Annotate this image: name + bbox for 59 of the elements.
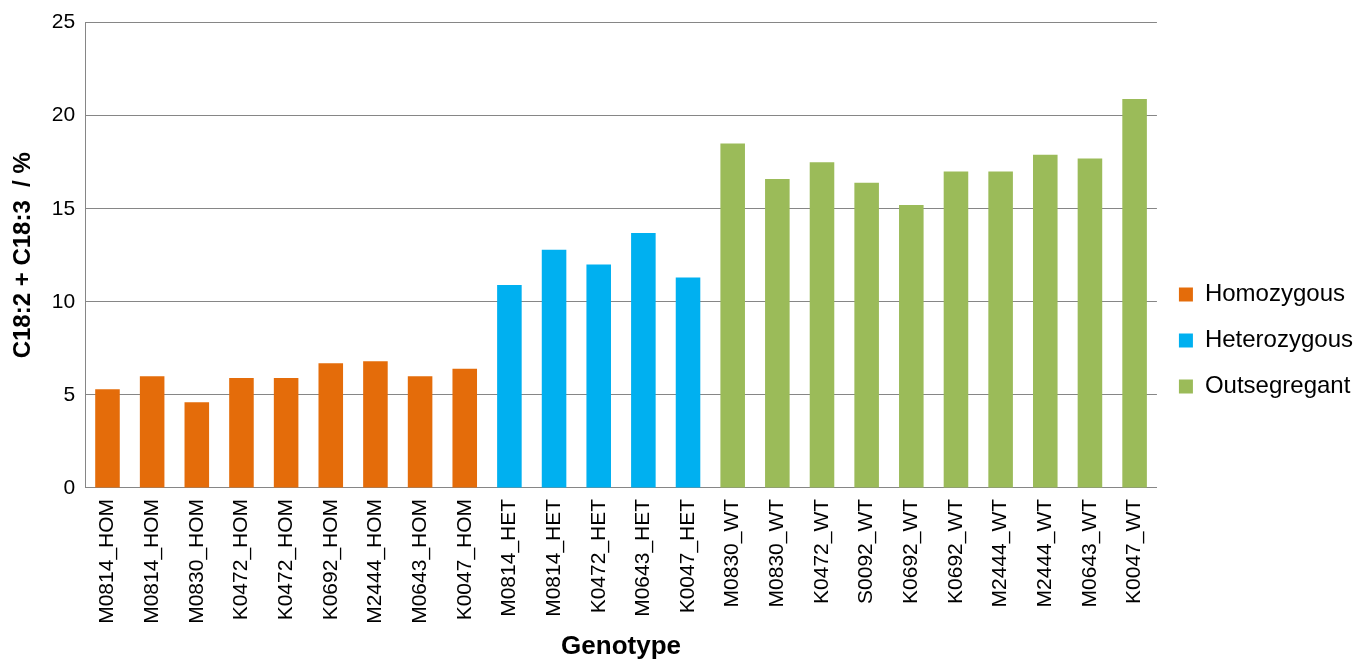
y-tick-label: 15	[51, 195, 76, 219]
x-tick-label: K0472_HOM	[228, 498, 253, 621]
x-tick-label: K0692_WT	[942, 498, 967, 604]
bar	[988, 171, 1013, 488]
x-tick-label: K0692_WT	[898, 498, 923, 604]
bar	[1122, 98, 1147, 488]
x-tick-label: M0830_HOM	[183, 498, 208, 624]
bar	[139, 376, 165, 488]
bar	[1033, 154, 1058, 488]
bar	[541, 249, 567, 488]
bar	[943, 171, 969, 488]
bar	[184, 402, 210, 488]
y-axis-title: C18:2 + C18:3 / %	[8, 152, 36, 359]
x-tick-label: M0830_WT	[764, 498, 789, 608]
x-tick-label: M2444_WT	[1032, 498, 1057, 608]
x-tick-label: K0472_WT	[808, 498, 833, 604]
y-tick-label: 25	[51, 9, 76, 33]
bar	[363, 361, 388, 488]
x-tick-label: M0814_HOM	[94, 498, 119, 624]
bar	[675, 277, 701, 488]
bar	[631, 232, 656, 488]
x-tick-label: M0643_WT	[1076, 498, 1101, 608]
legend-label: Homozygous	[1204, 279, 1345, 307]
x-tick-label: K0692_HOM	[317, 498, 342, 621]
x-tick-label: K0047_HOM	[451, 498, 476, 621]
x-tick-label: M0814_HET	[496, 498, 521, 617]
legend-label: Heterozygous	[1204, 325, 1353, 353]
bar	[854, 182, 879, 488]
bar	[899, 205, 924, 488]
bar	[318, 363, 344, 488]
bar	[452, 368, 478, 488]
bar	[273, 378, 299, 488]
bar	[809, 162, 835, 488]
y-tick-label: 0	[63, 474, 76, 498]
bar	[1077, 158, 1103, 488]
bar	[95, 389, 120, 488]
x-tick-label: K0472_HET	[585, 498, 610, 614]
x-tick-label: M0814_HOM	[138, 498, 163, 624]
y-tick-label: 10	[51, 288, 76, 312]
x-tick-label: M2444_WT	[987, 498, 1012, 608]
x-tick-label: S0092_WT	[853, 498, 878, 604]
x-tick-label: M0643_HOM	[406, 498, 431, 624]
bar	[720, 143, 745, 488]
bar	[586, 264, 611, 488]
y-tick-label: 5	[63, 381, 76, 405]
bar	[229, 378, 254, 488]
x-tick-label: K0047_HET	[674, 498, 699, 614]
x-tick-label: M2444_HOM	[362, 498, 387, 624]
x-tick-label: M0814_HET	[540, 498, 565, 617]
x-tick-label: M0643_HET	[630, 498, 655, 617]
legend-label: Outsegregant	[1204, 371, 1351, 399]
x-tick-label: K0472_HOM	[272, 498, 297, 621]
x-axis-title: Genotype	[561, 629, 681, 660]
bar	[407, 376, 433, 488]
bar	[497, 285, 522, 488]
y-tick-label: 20	[51, 102, 76, 126]
x-tick-label: K0047_WT	[1121, 498, 1146, 604]
x-tick-label: M0830_WT	[719, 498, 744, 608]
bar	[765, 178, 790, 488]
